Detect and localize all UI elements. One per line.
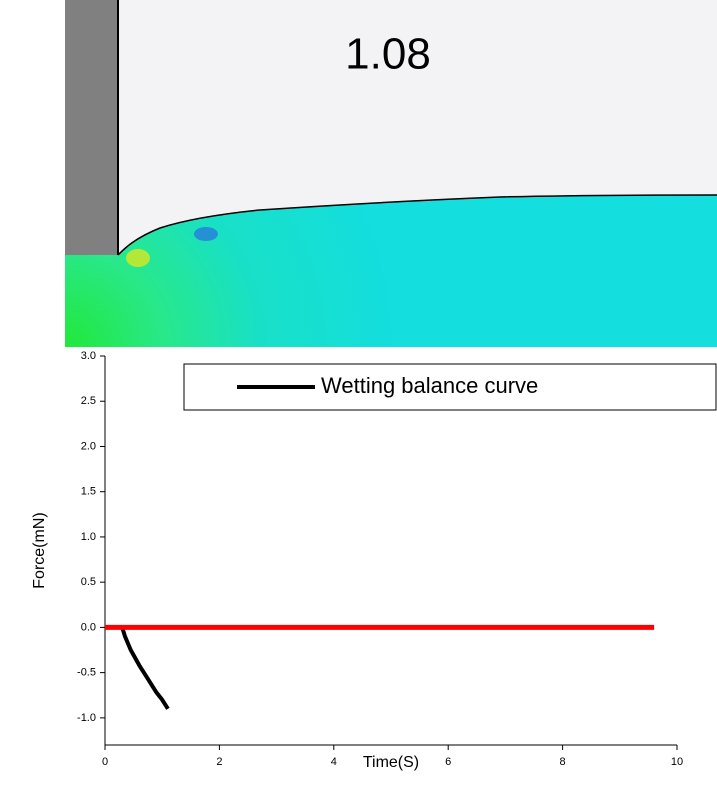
simulation-panel: 1.08 — [65, 0, 717, 347]
x-tick-label: 2 — [216, 756, 222, 768]
time-label: 1.08 — [345, 30, 431, 79]
plate — [65, 0, 118, 255]
y-tick-label: -0.5 — [77, 667, 96, 679]
chart: 3.0 2.5 2.0 1.5 1.0 0.5 0.0 -0.5 -1.0 0 2 4 6 8 10 Time… — [31, 350, 717, 771]
x-tick-label: 0 — [102, 756, 108, 768]
x-tick-label: 10 — [671, 756, 683, 768]
legend-label: Wetting balance curve — [321, 373, 538, 398]
y-tick-label: 0.0 — [81, 621, 96, 633]
x-axis-label: Time(S) — [363, 754, 419, 771]
hot-spot — [126, 249, 150, 267]
y-tick-label: 2.0 — [81, 440, 96, 452]
series-line — [120, 626, 170, 710]
x-tick-label: 4 — [331, 756, 337, 768]
y-tick-label: 0.5 — [81, 576, 96, 588]
x-tick-label: 8 — [560, 756, 566, 768]
y-tick-label: 2.5 — [81, 395, 96, 407]
y-tick-label: 3.0 — [81, 350, 96, 362]
meniscus — [117, 194, 717, 256]
y-tick-label: 1.5 — [81, 486, 96, 498]
y-axis-label: Force(mN) — [31, 512, 48, 588]
x-tick-label: 6 — [445, 756, 451, 768]
y-tick-label: -1.0 — [77, 712, 96, 724]
y-tick-label: 1.0 — [81, 531, 96, 543]
liquid — [65, 195, 717, 347]
cold-spot — [194, 227, 218, 241]
